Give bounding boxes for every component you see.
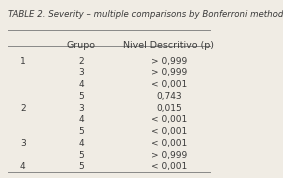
Text: Nivel Descritivo (p): Nivel Descritivo (p) (123, 41, 215, 50)
Text: < 0,001: < 0,001 (151, 115, 187, 124)
Text: < 0,001: < 0,001 (151, 162, 187, 171)
Text: 3: 3 (78, 104, 84, 112)
Text: 2: 2 (20, 104, 26, 112)
Text: 0,743: 0,743 (156, 92, 182, 101)
Text: 4: 4 (78, 80, 84, 89)
Text: 4: 4 (78, 139, 84, 148)
Text: > 0,999: > 0,999 (151, 57, 187, 66)
Text: < 0,001: < 0,001 (151, 127, 187, 136)
Text: > 0,999: > 0,999 (151, 151, 187, 159)
Text: 5: 5 (78, 127, 84, 136)
Text: 0,015: 0,015 (156, 104, 182, 112)
Text: 5: 5 (78, 151, 84, 159)
Text: 5: 5 (78, 162, 84, 171)
Text: > 0,999: > 0,999 (151, 68, 187, 77)
Text: 3: 3 (78, 68, 84, 77)
Text: < 0,001: < 0,001 (151, 80, 187, 89)
Text: 4: 4 (20, 162, 26, 171)
Text: TABLE 2. Severity – multiple comparisons by Bonferroni method.: TABLE 2. Severity – multiple comparisons… (8, 10, 283, 19)
Text: 4: 4 (78, 115, 84, 124)
Text: < 0,001: < 0,001 (151, 139, 187, 148)
Text: 5: 5 (78, 92, 84, 101)
Text: Grupo: Grupo (67, 41, 95, 50)
Text: 2: 2 (78, 57, 84, 66)
Text: 1: 1 (20, 57, 26, 66)
Text: 3: 3 (20, 139, 26, 148)
